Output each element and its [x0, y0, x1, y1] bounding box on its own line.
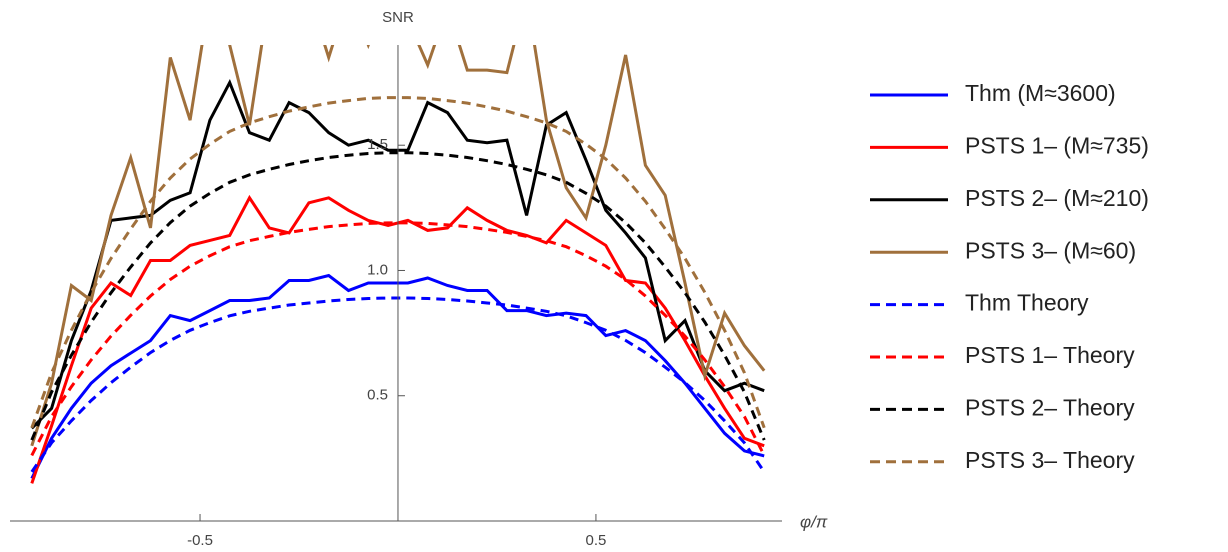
x-axis-label: φ/π — [800, 512, 828, 531]
x-tick-label: 0.5 — [585, 532, 606, 549]
legend-label: PSTS 2– Theory — [965, 394, 1135, 420]
legend-label: PSTS 3– Theory — [965, 447, 1135, 473]
y-axis-label: SNR — [382, 9, 414, 26]
legend-label: PSTS 2– (M≈210) — [965, 185, 1149, 211]
y-tick-label: 1.0 — [367, 261, 388, 278]
legend-label: PSTS 3– (M≈60) — [965, 237, 1136, 263]
legend-label: PSTS 1– Theory — [965, 342, 1135, 368]
y-tick-label: 1.5 — [367, 136, 388, 153]
legend-label: Thm (M≈3600) — [965, 80, 1116, 106]
legend-label: Thm Theory — [965, 290, 1089, 316]
series-line — [30, 221, 766, 457]
y-tick-label: 0.5 — [367, 387, 388, 404]
series-line — [30, 96, 766, 429]
legend-label: PSTS 1– (M≈735) — [965, 132, 1149, 158]
x-tick-label: -0.5 — [187, 532, 213, 549]
